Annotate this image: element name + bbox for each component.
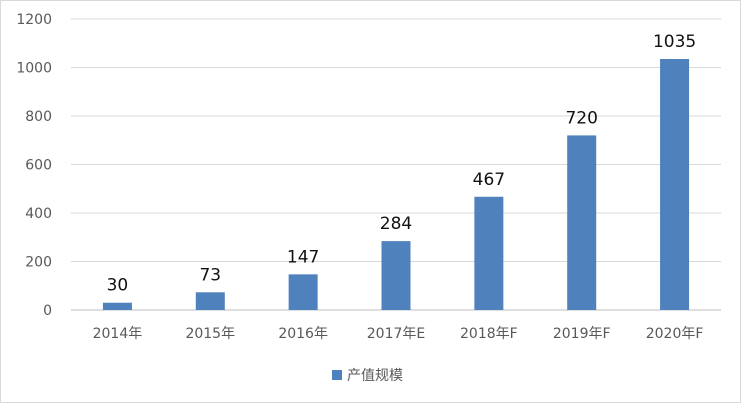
- bars: [102, 59, 690, 311]
- x-tick-label: 2018年F: [460, 326, 518, 342]
- x-tick-label: 2015年: [185, 326, 235, 342]
- y-tick-label: 0: [43, 303, 52, 319]
- y-tick-label: 200: [25, 255, 52, 271]
- bar-value-label: 73: [199, 265, 221, 285]
- axes: 0 200 400 600 800 1000 1200 2014年 2015年 2016年 2017…: [16, 12, 721, 342]
- data-labels: 30 73 147 284 467 720 1035: [107, 32, 697, 296]
- y-tick-label: 400: [25, 206, 52, 222]
- y-tick-label: 600: [25, 158, 52, 174]
- y-tick-label: 1000: [16, 61, 52, 77]
- legend-swatch: [332, 370, 342, 380]
- bar: [567, 135, 597, 310]
- x-tick-label: 2020年F: [646, 326, 704, 342]
- bar-value-label: 284: [380, 214, 412, 234]
- bar: [381, 241, 411, 310]
- legend-label: 产值规模: [347, 368, 403, 384]
- bar-value-label: 1035: [653, 32, 696, 52]
- x-tick-label: 2019年F: [553, 326, 611, 342]
- bar: [474, 196, 504, 310]
- x-tick-label: 2016年: [278, 326, 328, 342]
- bar: [288, 274, 318, 310]
- x-tick-label: 2017年E: [367, 326, 425, 342]
- bar-value-label: 467: [473, 170, 505, 190]
- bar-value-label: 720: [565, 108, 597, 128]
- y-tick-label: 800: [25, 109, 52, 125]
- x-tick-label: 2014年: [93, 326, 143, 342]
- bar: [102, 302, 132, 310]
- bar: [660, 59, 690, 311]
- bar: [195, 292, 225, 310]
- gridlines: [71, 18, 721, 311]
- bar-value-label: 147: [287, 247, 319, 267]
- legend: 产值规模: [332, 368, 403, 384]
- y-tick-label: 1200: [16, 12, 52, 28]
- bar-value-label: 30: [107, 276, 129, 296]
